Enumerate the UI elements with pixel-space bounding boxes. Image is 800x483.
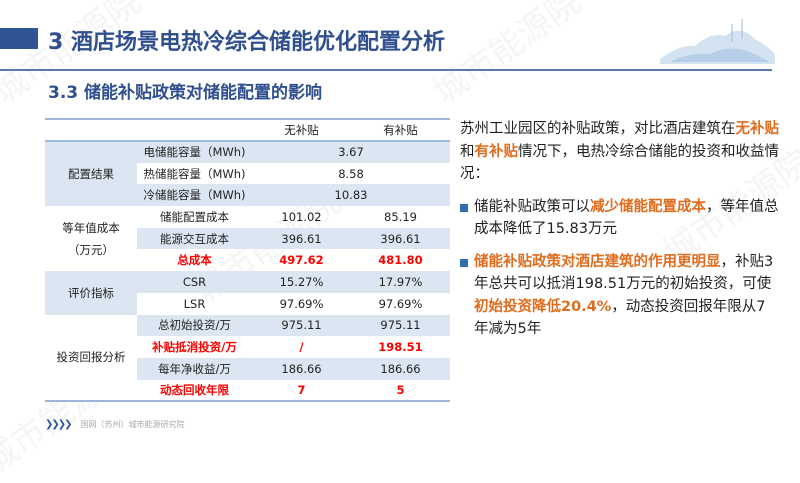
mountain-logo-icon [660,19,775,64]
cell: 497.62 [279,253,324,268]
col-with-subsidy: 有补贴 [351,119,450,142]
cell: 97.69% [378,296,423,311]
table-header-row: 无补贴 有补贴 [45,119,450,142]
comparison-table: 无补贴 有补贴 配置结果 电储能容量（MWh) 3.67 热储能容量（MWh) 8.58… [45,118,450,403]
row-label: 热储能容量（MWh) [143,166,246,181]
cell: 198.51 [378,340,423,355]
cell: 85.19 [384,209,417,224]
watermark: 城市能源院 [425,0,589,113]
footer-org: 国网（苏州）城市能源研究院 [80,420,185,429]
cell: 975.11 [380,318,421,333]
table-row: 总成本 497.62 481.80 [45,249,450,271]
cell: 8.58 [338,166,364,181]
col-no-subsidy: 无补贴 [252,119,351,142]
bullet-item: 储能补贴政策可以减少储能配置成本，等年值总成本降低了15.83万元 [460,196,780,241]
row-label: 总初始投资/万 [158,318,231,333]
section-subtitle: 3.3 储能补贴政策对储能配置的影响 [48,83,323,103]
cell: 186.66 [281,361,322,376]
table-row: 投资回报分析 总初始投资/万 975.11 975.11 [45,314,450,402]
row-label: 补贴抵消投资/万 [152,340,237,355]
row-label: 冷储能容量（MWh) [143,188,246,203]
bullet-square-icon [460,258,468,267]
table-row: LSR 97.69% 97.69% [45,293,450,315]
row-label: 动态回收年限 [160,382,229,397]
table-row: 每年净收益/万 186.66 186.66 [45,357,450,380]
row-label: 储能配置成本 [160,209,229,224]
title-accent-bar [0,28,38,49]
cell: 5 [396,382,405,397]
cell: 396.61 [281,231,322,246]
row-label: 电储能容量（MWh) [143,145,246,160]
cell: 186.66 [380,361,421,376]
cell: 481.80 [378,253,423,268]
page-title: 3 酒店场景电热冷综合储能优化配置分析 [48,30,445,55]
cell: 97.69% [279,296,324,311]
footer: ❯❯❯❯ 国网（苏州）城市能源研究院 [45,419,185,430]
cell: 17.97% [378,274,423,289]
bullet-item: 储能补贴政策对酒店建筑的作用更明显，补贴3年总共可以抵消198.51万元的初始投… [460,251,780,341]
summary-text: 苏州工业园区的补贴政策，对比酒店建筑在无补贴和有补贴情况下，电热冷综合储能的投资… [460,118,780,351]
cell: 396.61 [380,231,421,246]
row-label: 能源交互成本 [160,231,229,246]
row-label: 总成本 [177,253,212,268]
bullet-square-icon [460,203,468,212]
table-row: 评价指标 CSR 15.27% 17.97% [45,271,450,315]
cell: 10.83 [334,188,368,203]
table-row: 等年值成本 （万元） 储能配置成本 101.02 85.19 [45,206,450,272]
row-label: CSR [182,274,207,289]
cell: 7 [297,382,306,397]
group-label: 投资回报分析 [45,314,137,402]
cell: 15.27% [279,274,324,289]
group-label: 等年值成本 （万元） [45,206,137,272]
table-row: 冷储能容量（MWh) 10.83 [45,184,450,207]
group-label: 评价指标 [45,271,137,315]
table-row: 热储能容量（MWh) 8.58 [45,163,450,185]
table-row: 能源交互成本 396.61 396.61 [45,227,450,250]
cell: 975.11 [281,318,322,333]
cell: 3.67 [338,145,364,160]
cell: / [299,340,304,355]
group-label: 配置结果 [45,141,137,207]
table-row: 配置结果 电储能容量（MWh) 3.67 [45,141,450,207]
row-label: 每年净收益/万 [158,361,231,376]
header-divider [0,69,772,71]
cell: 101.02 [281,209,322,224]
table-row: 动态回收年限 7 5 [45,380,450,402]
intro-paragraph: 苏州工业园区的补贴政策，对比酒店建筑在无补贴和有补贴情况下，电热冷综合储能的投资… [460,121,779,182]
row-label: LSR [183,296,206,311]
chevrons-icon: ❯❯❯❯ [45,419,72,430]
table-row: 补贴抵消投资/万 / 198.51 [45,336,450,358]
